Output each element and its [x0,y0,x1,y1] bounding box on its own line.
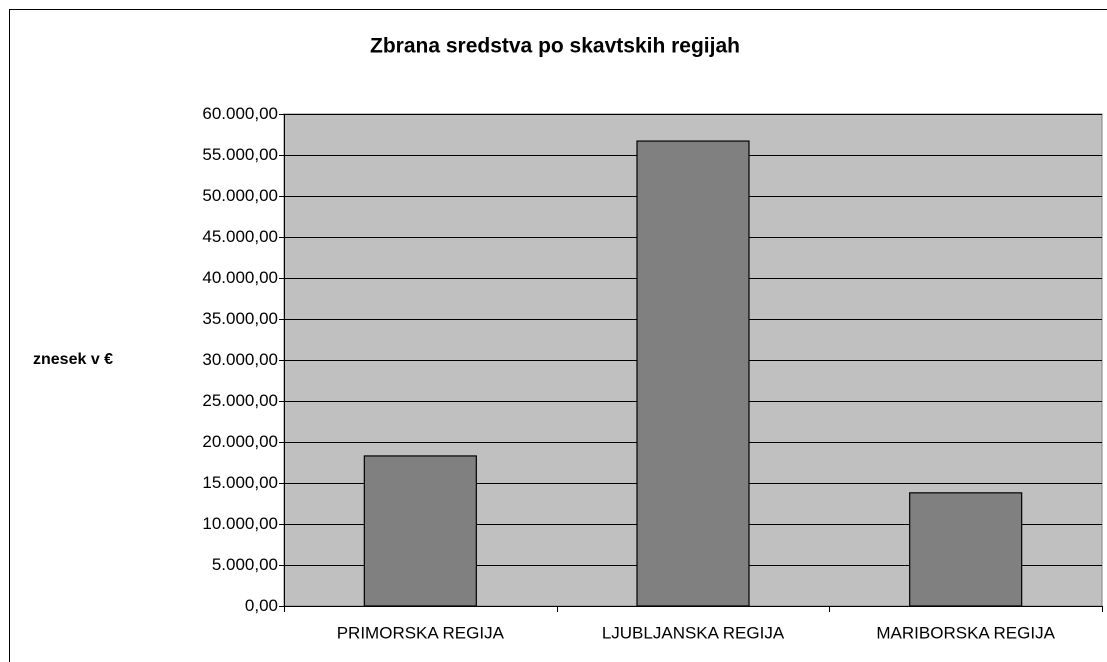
y-tick-label: 25.000,00 [202,391,278,410]
y-tick-label: 0,00 [245,596,278,615]
y-tick-label: 50.000,00 [202,186,278,205]
y-tick-label: 35.000,00 [202,309,278,328]
x-tick-label: PRIMORSKA REGIJA [337,623,505,642]
y-tick-label: 5.000,00 [212,555,278,574]
y-tick-label: 60.000,00 [202,104,278,123]
y-tick-label: 55.000,00 [202,145,278,164]
bar [636,140,750,607]
y-tick-label: 40.000,00 [202,268,278,287]
y-tick-label: 10.000,00 [202,514,278,533]
y-tick-label: 45.000,00 [202,227,278,246]
y-tick-label: 15.000,00 [202,473,278,492]
chart-title: Zbrana sredstva po skavtskih regijah [370,35,740,58]
y-tick-label: 20.000,00 [202,432,278,451]
y-tick-label: 30.000,00 [202,350,278,369]
bar [909,492,1023,607]
x-tick-label: MARIBORSKA REGIJA [876,623,1055,642]
x-tick-label: LJUBLJANSKA REGIJA [602,623,785,642]
y-axis-label: znesek v € [33,351,113,368]
bar [363,455,477,607]
